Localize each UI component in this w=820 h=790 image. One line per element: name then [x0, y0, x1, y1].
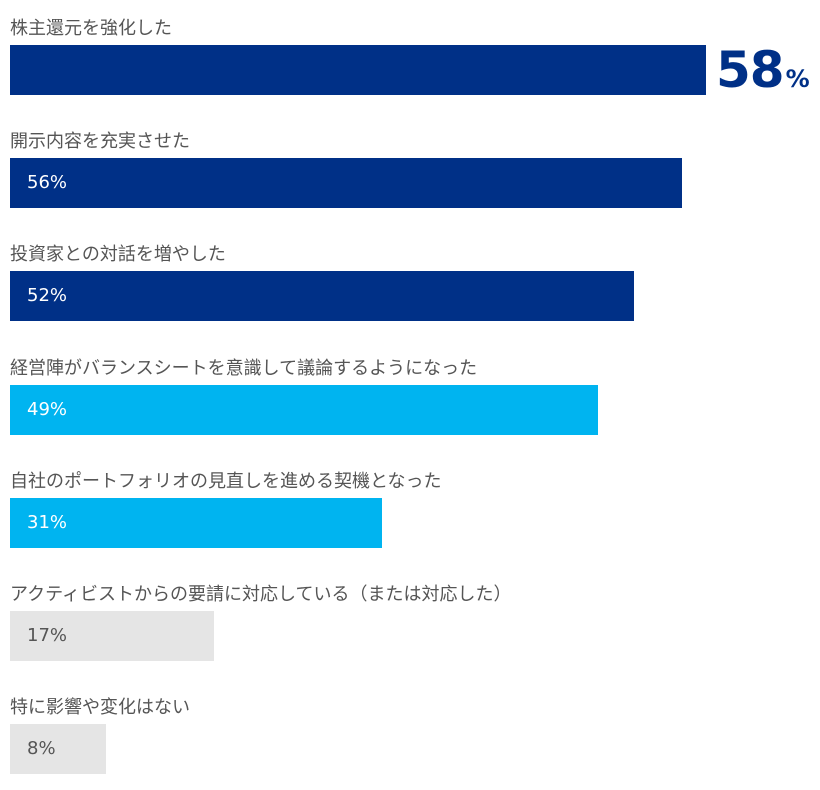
bar-value-label: 17% — [27, 625, 68, 646]
bar-value-label: 31% — [27, 512, 68, 533]
bar-value-label: 56% — [27, 172, 68, 193]
bar-value-label: 8% — [27, 738, 56, 759]
bar — [10, 498, 382, 548]
bar — [10, 271, 634, 321]
highlight-value-percent: % — [785, 65, 810, 93]
category-label: アクティビストからの要請に対応している（または対応した） — [10, 584, 512, 605]
category-label: 自社のポートフォリオの見直しを進める契機となった — [10, 471, 442, 492]
bar — [10, 385, 598, 435]
highlight-value-label: 58% — [716, 45, 810, 95]
bar — [10, 611, 214, 661]
category-label: 投資家との対話を増やした — [10, 244, 226, 265]
bar-value-label: 49% — [27, 399, 68, 420]
highlight-value-number: 58 — [716, 41, 785, 99]
bar — [10, 45, 706, 95]
category-label: 特に影響や変化はない — [10, 697, 190, 718]
bar — [10, 158, 682, 208]
bar-value-label: 52% — [27, 285, 68, 306]
category-label: 経営陣がバランスシートを意識して議論するようになった — [10, 358, 478, 379]
category-label: 開示内容を充実させた — [10, 131, 190, 152]
bar — [10, 724, 106, 774]
category-label: 株主還元を強化した — [10, 18, 172, 39]
